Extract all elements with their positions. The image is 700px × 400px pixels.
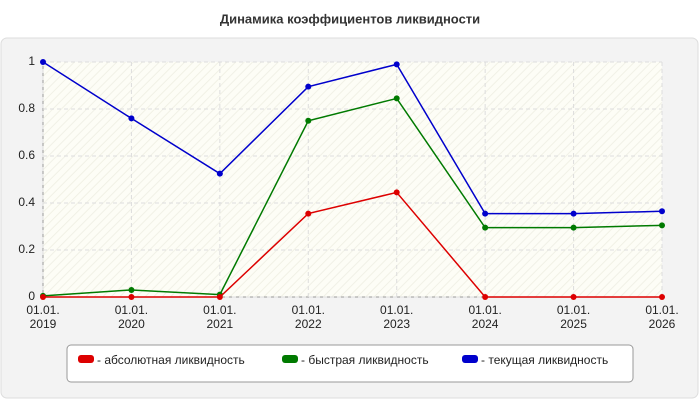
point: [216, 170, 223, 177]
legend-swatch: [282, 355, 298, 363]
point: [482, 210, 489, 217]
x-tick-label: 01.01. 2021: [203, 303, 237, 331]
point: [305, 210, 312, 217]
point: [128, 115, 135, 122]
point: [659, 294, 665, 300]
x-tick-label: 01.01. 2019: [26, 303, 60, 331]
legend-label: - быстрая ликвидность: [301, 353, 429, 367]
x-tick-label: 01.01. 2020: [114, 303, 149, 331]
point: [482, 294, 489, 300]
point: [40, 294, 46, 300]
point: [305, 117, 312, 124]
x-tick-label: 01.01. 2025: [556, 303, 591, 331]
y-tick-label: 0.4: [18, 195, 35, 209]
y-tick-label: 1: [28, 54, 35, 68]
y-tick-label: 0.6: [18, 148, 35, 162]
y-tick-label: 0.2: [18, 242, 35, 256]
series-line: [42, 61, 663, 215]
plot-area: [43, 62, 662, 297]
point: [128, 286, 135, 293]
point: [393, 61, 400, 68]
x-tick-label: 01.01. 2024: [468, 303, 502, 331]
point: [305, 83, 312, 90]
legend-label: - абсолютная ликвидность: [97, 353, 245, 367]
legend-swatch: [462, 355, 478, 363]
y-tick-label: 0: [28, 289, 35, 303]
point: [570, 210, 577, 217]
legend: [66, 344, 634, 383]
x-tick-label: 01.01. 2023: [380, 303, 414, 331]
point: [570, 294, 577, 300]
point: [393, 189, 400, 196]
chart-title: Динамика коэффициентов ликвидности: [220, 11, 480, 26]
point: [659, 208, 665, 215]
x-tick-label: 01.01. 2022: [291, 303, 325, 331]
point: [659, 222, 665, 229]
series-line: [43, 191, 662, 298]
point: [393, 95, 400, 102]
legend-swatch: [78, 355, 94, 363]
point: [216, 294, 223, 300]
y-tick-label: 0.8: [18, 101, 35, 115]
point: [128, 294, 135, 300]
point: [570, 224, 577, 231]
series-line: [42, 97, 663, 297]
legend-label: - текущая ликвидность: [481, 353, 608, 367]
point: [482, 224, 489, 231]
x-tick-label: 01.01. 2026: [645, 303, 679, 331]
point: [40, 59, 46, 65]
